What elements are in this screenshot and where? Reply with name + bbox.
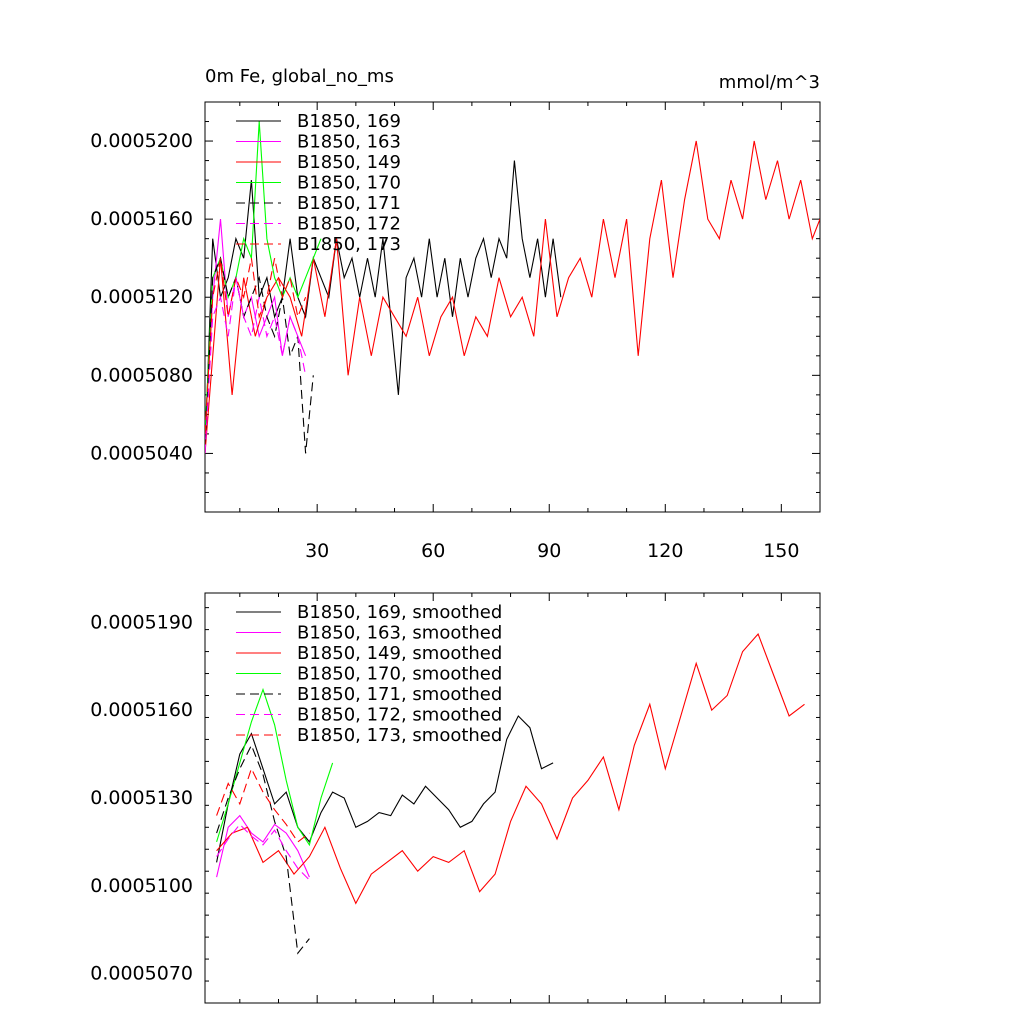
series-line-2 xyxy=(216,814,310,878)
series-line-6 xyxy=(216,823,310,881)
series-group xyxy=(216,632,805,955)
legend-label: B1850, 172, smoothed xyxy=(297,705,502,726)
series-line-5 xyxy=(205,256,314,454)
series-line-4 xyxy=(216,687,334,847)
y-tick-label: 0.0005120 xyxy=(90,286,193,308)
series-line-3 xyxy=(216,632,805,905)
legend-label: B1850, 170, smoothed xyxy=(297,664,502,685)
legend-label: B1850, 172 xyxy=(297,214,401,235)
x-tick-label: 150 xyxy=(763,540,799,562)
units-label: mmol/m^3 xyxy=(719,72,820,93)
panel-1: 0.0005040 0.0005080 0.0005120 0.0005160 0.00… xyxy=(90,66,821,562)
legend-label: B1850, 149 xyxy=(297,152,401,173)
x-tick-label: 90 xyxy=(537,540,561,562)
legend-label: B1850, 149, smoothed xyxy=(297,643,502,664)
series-line-2 xyxy=(205,219,307,434)
y-tick-label: 0.0005100 xyxy=(90,875,193,897)
legend-label: B1850, 163, smoothed xyxy=(297,623,502,644)
legend-label: B1850, 171 xyxy=(297,193,401,214)
legend-label: B1850, 171, smoothed xyxy=(297,684,502,705)
series-line-1 xyxy=(205,160,562,454)
y-tick-label: 0.0005160 xyxy=(90,699,193,721)
plot-frame xyxy=(204,101,821,513)
series-group xyxy=(205,121,820,454)
legend-label: B1850, 173 xyxy=(297,234,401,255)
series-line-1 xyxy=(216,715,554,863)
chart-title: 0m Fe, global_no_ms xyxy=(205,66,394,87)
y-tick-label: 0.0005200 xyxy=(90,130,193,152)
legend-label: B1850, 170 xyxy=(297,173,401,194)
series-line-6 xyxy=(205,277,307,454)
x-tick-label: 60 xyxy=(421,540,445,562)
series-line-7 xyxy=(205,258,307,434)
legend-label: B1850, 173, smoothed xyxy=(297,725,502,746)
legend-label: B1850, 169 xyxy=(297,111,401,132)
plot-frame xyxy=(204,592,821,1004)
y-tick-label: 0.0005070 xyxy=(90,963,193,985)
legend-label: B1850, 169, smoothed xyxy=(297,602,502,623)
legend-label: B1850, 163 xyxy=(297,132,401,153)
series-line-5 xyxy=(216,743,310,955)
y-tick-label: 0.0005080 xyxy=(90,364,193,386)
series-line-3 xyxy=(205,140,820,454)
y-tick-label: 0.0005040 xyxy=(90,442,193,464)
series-line-7 xyxy=(216,767,310,843)
y-tick-label: 0.0005190 xyxy=(90,611,193,633)
x-tick-label: 30 xyxy=(305,540,329,562)
y-tick-label: 0.0005130 xyxy=(90,787,193,809)
panel-2: 0.0005070 0.0005100 0.0005130 0.0005160 0.00… xyxy=(90,592,821,1004)
x-tick-label: 120 xyxy=(647,540,683,562)
y-tick-label: 0.0005160 xyxy=(90,208,193,230)
